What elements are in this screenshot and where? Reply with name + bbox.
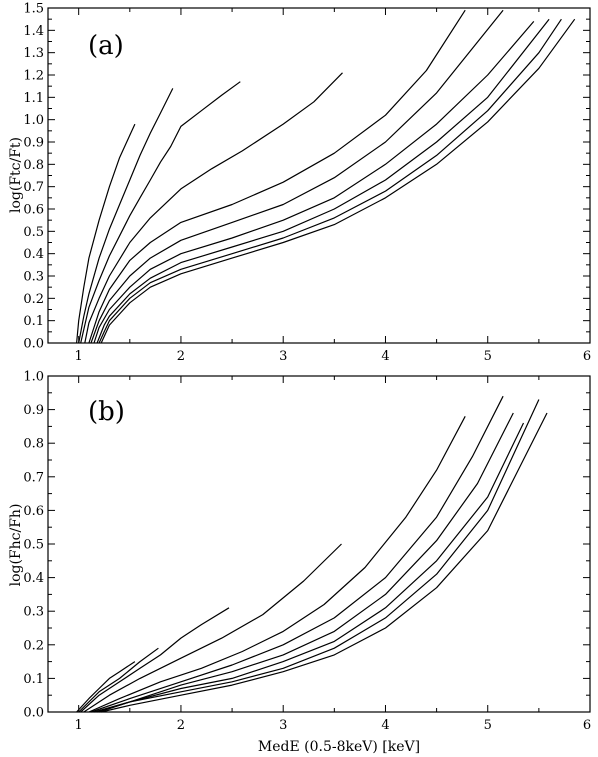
panel-a-ytick-label: 1.2	[23, 69, 44, 84]
panel-a-ytick-label: 0.2	[23, 292, 44, 307]
panel-b-ytick-label: 0.5	[23, 538, 44, 553]
panel-a-xtick-label: 3	[279, 349, 287, 364]
panel-b-xtick-label: 6	[583, 718, 591, 733]
panel-a-xtick-label: 4	[381, 349, 389, 364]
panel-b-series-line-8	[96, 422, 525, 713]
panel-b-series-line-9	[98, 399, 540, 713]
panel-b-xlabel: MedE (0.5-8keV) [keV]	[258, 739, 420, 755]
panel-a-series-line-6	[90, 9, 504, 344]
panel-a-ylabel: log(Ftc/Ft)	[8, 137, 24, 213]
panel-b-ylabel: log(Fhc/Fh)	[8, 504, 24, 587]
panel-a-xtick-label: 6	[583, 349, 591, 364]
panel-a-ytick-label: 0.7	[23, 180, 44, 195]
panel-b-xtick-label: 5	[484, 718, 492, 733]
panel-b-series-line-10	[101, 412, 548, 713]
panel-a-ytick-label: 0.9	[23, 136, 44, 151]
panel-a-ytick-label: 0.4	[23, 247, 44, 262]
panel-b-ytick-label: 0.6	[23, 504, 44, 519]
panel-a-frame	[47, 7, 591, 344]
panel-a-label: (a)	[88, 31, 124, 61]
panel-a-xtick-label: 5	[484, 349, 492, 364]
panel-b-ytick-label: 1.0	[23, 370, 44, 385]
panel-b-ytick-label: 0.4	[23, 571, 44, 586]
panel-b-xtick-label: 2	[177, 718, 185, 733]
panel-a-series-line-8	[96, 18, 550, 344]
panel-a-ytick-label: 0.0	[23, 337, 44, 352]
panel-a-ytick-label: 0.3	[23, 270, 44, 285]
panel-b-xtick-label: 4	[381, 718, 389, 733]
panel-b-ytick-label: 0.8	[23, 437, 44, 452]
panel-b-xtick-label: 3	[279, 718, 287, 733]
panel-a-ytick-label: 1.0	[23, 113, 44, 128]
panel-b: (b) log(Fhc/Fh) MedE (0.5-8keV) [keV] 0.…	[8, 370, 591, 756]
panel-a-series-line-7	[93, 21, 535, 344]
panel-b-series-line-7	[93, 412, 514, 713]
panel-b-series-line-6	[90, 395, 504, 713]
panel-b-label: (b)	[88, 397, 125, 427]
panel-a-ytick-label: 0.6	[23, 203, 44, 218]
panel-a-xtick-label: 1	[75, 349, 83, 364]
panel-a-ytick-label: 0.8	[23, 158, 44, 173]
panel-b-series-line-1	[76, 661, 136, 713]
panel-a-series-line-9	[98, 18, 562, 344]
panel-a-series-line-1	[76, 123, 136, 344]
panel-a-series-line-3	[80, 81, 241, 344]
panel-a: (a) log(Ftc/Ft) 0.0 0.1 0.2 0.3 0.4 0.5 0.6 0.7…	[8, 2, 591, 365]
panel-a-ytick-label: 0.1	[23, 314, 44, 329]
panel-b-ytick-label: 0.3	[23, 605, 44, 620]
panel-b-ytick-label: 0.0	[23, 706, 44, 721]
panel-b-ytick-label: 0.9	[23, 403, 44, 418]
panel-b-frame	[47, 375, 591, 713]
panel-b-series-line-3	[80, 607, 230, 713]
panel-a-series-line-5	[88, 9, 466, 344]
panel-a-ytick-label: 1.1	[23, 91, 44, 106]
panel-b-series-line-2	[78, 647, 159, 713]
panel-a-ytick-label: 0.5	[23, 225, 44, 240]
panel-a-series-line-10	[100, 18, 576, 344]
panel-a-ytick-label: 1.3	[23, 46, 44, 61]
panel-b-series-line-5	[88, 416, 466, 713]
panel-a-ytick-label: 1.5	[23, 2, 44, 17]
panel-b-series-line-4	[83, 543, 342, 713]
panel-b-ytick-label: 0.2	[23, 638, 44, 653]
panel-a-series-line-4	[84, 72, 343, 344]
panel-a-series-line-2	[78, 88, 174, 344]
panel-b-ytick-label: 0.1	[23, 672, 44, 687]
panel-a-ytick-label: 1.4	[23, 24, 44, 39]
panel-b-xtick-label: 1	[75, 718, 83, 733]
panel-b-ytick-label: 0.7	[23, 470, 44, 485]
panel-a-xtick-label: 2	[177, 349, 185, 364]
